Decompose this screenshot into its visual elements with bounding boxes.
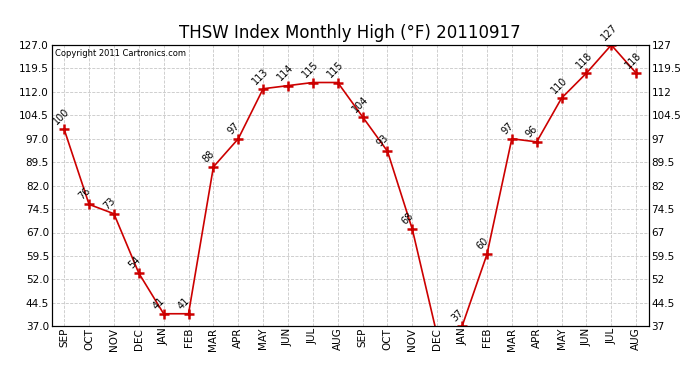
Text: 41: 41 (176, 295, 192, 311)
Text: 97: 97 (226, 120, 241, 136)
Text: 115: 115 (325, 60, 346, 80)
Text: 104: 104 (350, 94, 370, 114)
Text: 118: 118 (574, 50, 594, 70)
Text: 118: 118 (624, 50, 644, 70)
Text: 37: 37 (450, 308, 466, 324)
Text: 60: 60 (475, 236, 490, 252)
Text: 127: 127 (599, 22, 619, 42)
Text: 110: 110 (549, 75, 569, 95)
Text: 76: 76 (77, 186, 92, 202)
Text: 54: 54 (126, 255, 142, 270)
Text: 41: 41 (151, 295, 167, 311)
Text: 68: 68 (400, 211, 415, 226)
Text: 73: 73 (101, 195, 117, 211)
Text: 34: 34 (0, 374, 1, 375)
Text: 96: 96 (524, 123, 540, 139)
Text: 88: 88 (201, 148, 217, 164)
Text: Copyright 2011 Cartronics.com: Copyright 2011 Cartronics.com (55, 49, 186, 58)
Text: 113: 113 (250, 66, 270, 86)
Text: 97: 97 (500, 120, 515, 136)
Text: 115: 115 (300, 60, 321, 80)
Text: 93: 93 (375, 133, 391, 148)
Text: 100: 100 (52, 106, 72, 127)
Text: 114: 114 (275, 63, 295, 83)
Title: THSW Index Monthly High (°F) 20110917: THSW Index Monthly High (°F) 20110917 (179, 24, 521, 42)
